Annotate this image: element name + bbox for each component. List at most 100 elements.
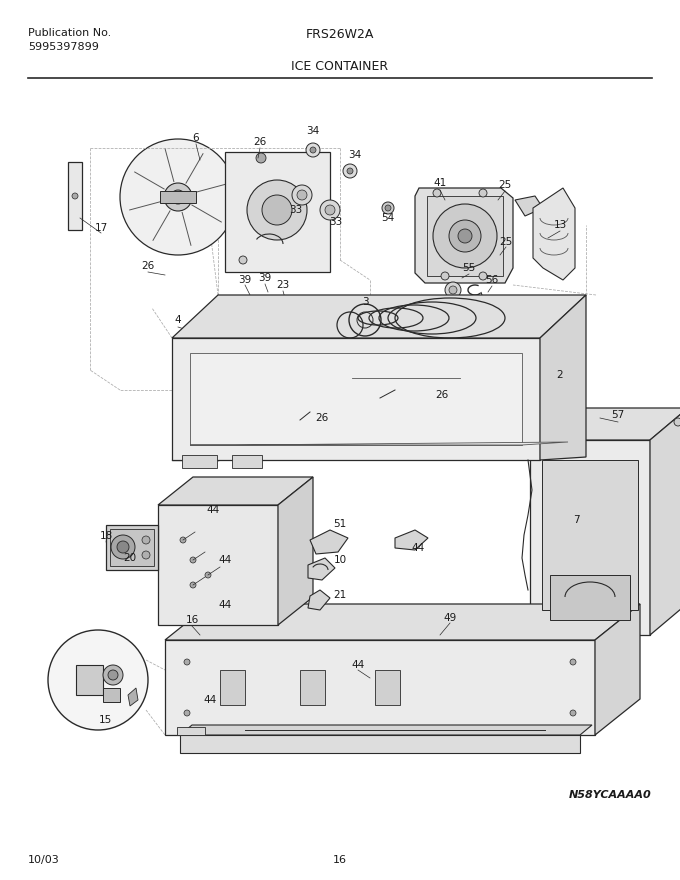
Text: 10/03: 10/03 bbox=[28, 855, 60, 865]
Circle shape bbox=[108, 670, 118, 680]
Text: 26: 26 bbox=[435, 390, 449, 400]
Circle shape bbox=[445, 282, 461, 298]
Text: 33: 33 bbox=[290, 205, 303, 215]
Text: 13: 13 bbox=[554, 220, 566, 230]
Text: 44: 44 bbox=[218, 600, 232, 610]
Text: 51: 51 bbox=[333, 519, 347, 529]
Polygon shape bbox=[395, 530, 428, 550]
Circle shape bbox=[292, 185, 312, 205]
Text: Publication No.: Publication No. bbox=[28, 28, 112, 38]
Circle shape bbox=[479, 189, 487, 197]
Circle shape bbox=[184, 659, 190, 665]
Text: 33: 33 bbox=[329, 217, 343, 227]
Text: 39: 39 bbox=[239, 275, 252, 285]
Text: N58YCAAAA0: N58YCAAAA0 bbox=[569, 790, 652, 800]
Circle shape bbox=[674, 418, 680, 426]
Text: 57: 57 bbox=[611, 410, 625, 420]
Text: 56: 56 bbox=[486, 275, 498, 285]
Circle shape bbox=[239, 256, 247, 264]
Text: 44: 44 bbox=[352, 660, 364, 670]
Circle shape bbox=[385, 205, 391, 211]
Text: 44: 44 bbox=[206, 505, 220, 515]
Circle shape bbox=[171, 190, 185, 204]
Text: 26: 26 bbox=[316, 413, 328, 423]
Circle shape bbox=[142, 551, 150, 559]
Circle shape bbox=[449, 286, 457, 294]
Text: 17: 17 bbox=[95, 223, 107, 233]
Polygon shape bbox=[180, 735, 580, 753]
Polygon shape bbox=[182, 455, 217, 468]
Circle shape bbox=[382, 202, 394, 214]
Text: 23: 23 bbox=[276, 280, 290, 290]
Polygon shape bbox=[158, 477, 313, 505]
Text: 15: 15 bbox=[99, 715, 112, 725]
Polygon shape bbox=[375, 670, 400, 705]
Polygon shape bbox=[158, 505, 278, 625]
Polygon shape bbox=[278, 477, 313, 625]
Circle shape bbox=[347, 168, 353, 174]
Polygon shape bbox=[308, 590, 330, 610]
Text: 21: 21 bbox=[333, 590, 347, 600]
Polygon shape bbox=[220, 670, 245, 705]
Circle shape bbox=[184, 710, 190, 716]
Text: ICE CONTAINER: ICE CONTAINER bbox=[292, 60, 388, 73]
Text: 2: 2 bbox=[557, 370, 563, 380]
Circle shape bbox=[103, 665, 123, 685]
Polygon shape bbox=[177, 727, 205, 735]
Text: 44: 44 bbox=[411, 543, 424, 553]
Polygon shape bbox=[300, 670, 325, 705]
Text: 5995397899: 5995397899 bbox=[28, 42, 99, 52]
Text: 25: 25 bbox=[498, 180, 511, 190]
Text: 3: 3 bbox=[362, 297, 369, 307]
Polygon shape bbox=[530, 440, 650, 635]
Text: 4: 4 bbox=[175, 315, 182, 325]
Polygon shape bbox=[530, 408, 680, 440]
Polygon shape bbox=[540, 295, 586, 460]
Circle shape bbox=[256, 153, 266, 163]
Text: FRS26W2A: FRS26W2A bbox=[306, 28, 374, 41]
Text: 10: 10 bbox=[333, 555, 347, 565]
Circle shape bbox=[570, 659, 576, 665]
Text: 55: 55 bbox=[462, 263, 475, 273]
Polygon shape bbox=[190, 353, 522, 445]
Polygon shape bbox=[310, 530, 348, 554]
Polygon shape bbox=[110, 529, 154, 566]
Polygon shape bbox=[232, 455, 262, 468]
Polygon shape bbox=[68, 162, 82, 230]
Circle shape bbox=[570, 710, 576, 716]
Text: 34: 34 bbox=[307, 126, 320, 136]
Circle shape bbox=[247, 180, 307, 240]
Polygon shape bbox=[76, 665, 103, 695]
Polygon shape bbox=[160, 191, 196, 203]
Polygon shape bbox=[308, 558, 335, 580]
Circle shape bbox=[449, 220, 481, 252]
Text: 18: 18 bbox=[99, 531, 113, 541]
Polygon shape bbox=[542, 460, 638, 610]
Circle shape bbox=[306, 143, 320, 157]
Polygon shape bbox=[515, 196, 543, 216]
Circle shape bbox=[262, 195, 292, 225]
Polygon shape bbox=[165, 604, 640, 640]
Circle shape bbox=[180, 537, 186, 543]
Circle shape bbox=[72, 193, 78, 199]
Circle shape bbox=[164, 183, 192, 211]
Polygon shape bbox=[427, 196, 503, 276]
Circle shape bbox=[205, 572, 211, 578]
Text: 41: 41 bbox=[433, 178, 447, 188]
Polygon shape bbox=[190, 442, 568, 445]
Polygon shape bbox=[165, 640, 595, 735]
Polygon shape bbox=[595, 604, 640, 735]
Text: 34: 34 bbox=[348, 150, 362, 160]
Circle shape bbox=[433, 204, 497, 268]
Polygon shape bbox=[103, 688, 120, 702]
Circle shape bbox=[479, 272, 487, 280]
Text: 20: 20 bbox=[124, 553, 137, 563]
Circle shape bbox=[190, 582, 196, 588]
Text: 26: 26 bbox=[254, 137, 267, 147]
Polygon shape bbox=[172, 295, 586, 338]
Circle shape bbox=[120, 139, 236, 255]
Text: 39: 39 bbox=[258, 273, 271, 283]
Circle shape bbox=[458, 229, 472, 243]
Circle shape bbox=[190, 557, 196, 563]
Circle shape bbox=[48, 630, 148, 730]
